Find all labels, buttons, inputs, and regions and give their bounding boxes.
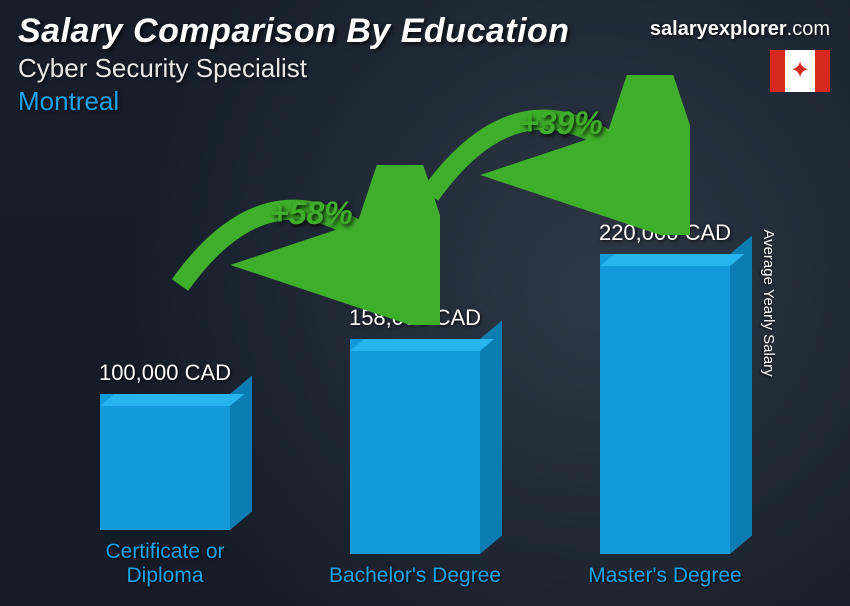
bar [350, 339, 480, 554]
maple-leaf-icon: ✦ [790, 59, 810, 83]
bar-value-label: 220,000 CAD [599, 220, 731, 246]
brand-logo: salaryexplorer.com [650, 18, 830, 41]
brand-name: salaryexplorer [650, 18, 787, 40]
chart-column: 100,000 CAD Certificate or Diploma [65, 360, 265, 588]
percent-increase-label: +39% [520, 105, 603, 142]
page-subtitle: Cyber Security Specialist [18, 53, 832, 84]
bar [100, 394, 230, 530]
category-label: Bachelor's Degree [329, 564, 501, 588]
chart-column: 220,000 CAD Master's Degree [565, 220, 765, 588]
brand-domain: .com [787, 18, 830, 40]
category-label: Master's Degree [588, 564, 741, 588]
bar-chart: 100,000 CAD Certificate or Diploma 158,000… [40, 128, 790, 588]
bar [600, 254, 730, 554]
flag-icon: ✦ [770, 50, 830, 92]
bar-value-label: 100,000 CAD [99, 360, 231, 386]
location-label: Montreal [18, 86, 832, 117]
percent-increase-label: +58% [270, 195, 353, 232]
bar-value-label: 158,000 CAD [349, 305, 481, 331]
category-label: Certificate or Diploma [65, 540, 265, 588]
chart-column: 158,000 CAD Bachelor's Degree [315, 305, 515, 588]
